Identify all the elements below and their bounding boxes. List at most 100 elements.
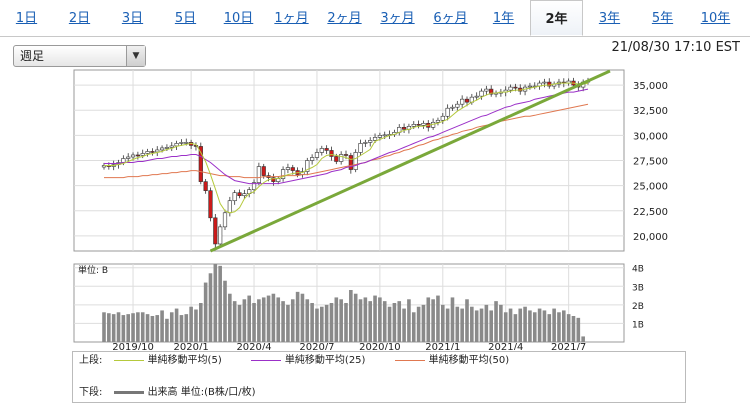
trendline bbox=[209, 69, 611, 253]
volume-bars bbox=[102, 264, 585, 342]
ma50-swatch bbox=[394, 359, 425, 361]
candle-body bbox=[184, 142, 189, 144]
tab-5d[interactable]: 5日 bbox=[174, 11, 197, 26]
volume-bar bbox=[402, 308, 406, 342]
timestamp: 21/08/30 17:10 EST bbox=[611, 40, 740, 55]
volume-bar bbox=[528, 310, 532, 342]
volume-bar bbox=[165, 318, 169, 342]
volume-bar bbox=[252, 303, 256, 342]
volume-bar bbox=[237, 304, 242, 342]
tab-2m[interactable]: 2ヶ月 bbox=[327, 11, 362, 26]
volume-bar bbox=[484, 304, 489, 342]
legend: 上段: 単純移動平均(5) 単純移動平均(25) 単純移動平均(50) 下段: … bbox=[72, 351, 686, 403]
candle-body bbox=[314, 152, 320, 158]
volume-bar bbox=[470, 306, 474, 342]
candle-body bbox=[121, 158, 126, 163]
volume-bar bbox=[107, 313, 111, 342]
volume-bar bbox=[552, 308, 556, 342]
volume-bar bbox=[542, 310, 547, 342]
candle-body bbox=[363, 142, 368, 144]
period-select-value: 週足 bbox=[20, 49, 45, 63]
ma5-line bbox=[104, 82, 589, 214]
tab-3m[interactable]: 3ヶ月 bbox=[380, 11, 415, 26]
candle-body bbox=[237, 192, 242, 196]
x-tick-label: 2021/4 bbox=[488, 342, 523, 350]
volume-bar bbox=[213, 264, 218, 342]
volume-bar bbox=[218, 265, 222, 342]
volume-bar bbox=[566, 314, 571, 342]
candle-body bbox=[339, 154, 344, 162]
candle-body bbox=[377, 135, 382, 138]
trendline bbox=[209, 69, 611, 253]
volume-bar bbox=[436, 295, 440, 342]
x-tick-label: 2021/7 bbox=[551, 342, 586, 350]
volume-bar bbox=[300, 293, 305, 342]
candle-body bbox=[401, 127, 407, 130]
tab-1d[interactable]: 1日 bbox=[15, 11, 38, 26]
period-select[interactable]: 週足 ▼ bbox=[13, 45, 146, 67]
x-tick-label: 2020/7 bbox=[299, 342, 334, 350]
volume-bar bbox=[518, 308, 523, 342]
volume-bar bbox=[557, 312, 561, 342]
volume-bar bbox=[363, 297, 368, 342]
candle-body bbox=[319, 148, 324, 153]
candle-body bbox=[450, 106, 455, 109]
volume-bar bbox=[387, 306, 392, 342]
ma50-line bbox=[104, 103, 589, 179]
ma25-label: 単純移動平均(25) bbox=[284, 355, 366, 366]
ma25-line bbox=[104, 88, 589, 185]
tab-6m[interactable]: 6ヶ月 bbox=[433, 11, 468, 26]
volume-bar bbox=[378, 297, 382, 342]
volume-bar bbox=[411, 312, 416, 342]
volume-bar bbox=[503, 312, 508, 342]
volume-bar bbox=[324, 304, 329, 342]
candle-body bbox=[271, 177, 276, 182]
x-tick-label: 2020/4 bbox=[236, 342, 271, 350]
candle-body bbox=[135, 154, 140, 157]
candle-body bbox=[242, 193, 247, 196]
tab-5y[interactable]: 5年 bbox=[651, 11, 674, 26]
volume-bar bbox=[431, 299, 435, 342]
candle-body bbox=[305, 160, 310, 172]
candle-body bbox=[368, 140, 373, 143]
tab-2y[interactable]: 2年 bbox=[530, 0, 583, 36]
volume-bar bbox=[242, 299, 247, 342]
volume-bar bbox=[281, 301, 285, 342]
volume-y-tick-label: 1B bbox=[632, 320, 644, 330]
candle-body bbox=[416, 124, 421, 126]
volume-bar bbox=[581, 336, 585, 342]
tab-1m[interactable]: 1ヶ月 bbox=[274, 11, 309, 26]
candle-body bbox=[227, 200, 232, 214]
candle-body bbox=[435, 119, 441, 123]
volume-bar bbox=[508, 308, 513, 342]
candle-body bbox=[251, 182, 257, 190]
candle-body bbox=[218, 226, 223, 245]
candle-body bbox=[145, 151, 150, 154]
tab-10y[interactable]: 10年 bbox=[700, 11, 731, 26]
tab-3y[interactable]: 3年 bbox=[598, 11, 621, 26]
tab-3d[interactable]: 3日 bbox=[121, 11, 144, 26]
candle-body bbox=[460, 98, 465, 105]
tab-10d[interactable]: 10日 bbox=[223, 11, 254, 26]
volume-bar bbox=[421, 304, 426, 342]
volume-swatch bbox=[113, 390, 144, 394]
candle-body bbox=[193, 145, 199, 147]
volume-bar bbox=[523, 306, 527, 342]
volume-y-tick-label: 3B bbox=[632, 283, 644, 293]
candle-body bbox=[140, 153, 145, 156]
tab-1y[interactable]: 1年 bbox=[492, 11, 515, 26]
volume-bar bbox=[286, 304, 290, 342]
candle-body bbox=[150, 151, 155, 153]
candle-body bbox=[348, 155, 353, 170]
candle-body bbox=[174, 143, 179, 147]
candle-body bbox=[256, 166, 261, 183]
volume-bar bbox=[320, 306, 324, 342]
price-y-tick-label: 25,000 bbox=[633, 182, 668, 193]
candle-body bbox=[358, 143, 363, 153]
volume-bar bbox=[136, 312, 140, 342]
tab-2d[interactable]: 2日 bbox=[68, 11, 91, 26]
volume-bar bbox=[547, 314, 552, 342]
volume-bar bbox=[344, 303, 348, 342]
legend-upper-label: 上段: bbox=[79, 355, 103, 366]
candle-body bbox=[126, 156, 131, 159]
